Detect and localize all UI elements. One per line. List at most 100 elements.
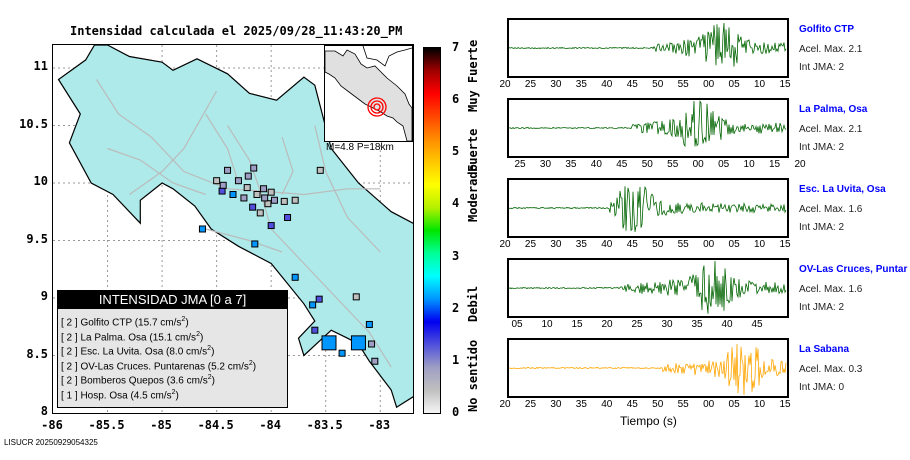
station-marker[interactable]	[316, 166, 324, 174]
time-tick-label: 55	[677, 239, 689, 250]
station-marker[interactable]	[213, 177, 221, 185]
station-marker[interactable]	[291, 273, 299, 281]
time-tick-label: 40	[601, 79, 613, 90]
station-marker[interactable]	[280, 197, 288, 205]
time-tick-label: 35	[575, 239, 587, 250]
time-tick-label: 25	[524, 79, 537, 90]
station-marker[interactable]	[264, 200, 272, 208]
jma-intensity: Int JMA: 2	[799, 302, 845, 313]
epicenter-icon	[367, 97, 387, 117]
time-tick-label: 10	[753, 239, 766, 250]
station-marker[interactable]	[251, 240, 259, 248]
station-marker[interactable]	[267, 222, 275, 230]
station-marker[interactable]	[229, 191, 237, 198]
station-marker[interactable]	[198, 225, 206, 233]
time-tick-label: 30	[550, 239, 562, 250]
time-tick-label: 20	[499, 239, 511, 250]
legend-entry: [ 1 ] Hosp. Osa (4.5 cm/s2)	[61, 388, 179, 401]
colorbar-tick-label: 1	[452, 352, 460, 367]
waveform-trace	[507, 178, 789, 238]
time-tick-label: 30	[550, 79, 562, 90]
station-marker[interactable]	[261, 194, 269, 202]
station-marker[interactable]	[267, 188, 275, 196]
jma-intensity: Int JMA: 2	[799, 62, 845, 73]
station-name: Esc. La Uvita, Osa	[799, 184, 886, 195]
y-tick-label: 11	[33, 59, 48, 73]
magnitude-depth-label: M=4.8 P=18km	[326, 142, 394, 153]
time-tick-label: 35	[691, 319, 703, 330]
waveform-line	[508, 343, 787, 396]
station-marker[interactable]	[219, 181, 227, 189]
station-marker[interactable]	[218, 187, 226, 195]
legend-title: INTENSIDAD JMA [0 a 7]	[58, 291, 287, 309]
station-marker[interactable]	[243, 184, 251, 192]
station-name: La Sabana	[799, 344, 850, 355]
time-tick-label: 10	[541, 319, 553, 330]
station-marker[interactable]	[249, 203, 257, 211]
station-marker[interactable]	[250, 164, 258, 172]
station-marker[interactable]	[352, 293, 360, 301]
waveform-line	[508, 260, 787, 314]
station-marker[interactable]	[321, 335, 337, 351]
station-marker[interactable]	[224, 166, 232, 174]
station-marker[interactable]	[371, 357, 379, 365]
station-marker[interactable]	[311, 326, 319, 334]
time-tick-label: 50	[641, 159, 653, 170]
station-marker[interactable]	[270, 196, 278, 204]
station-marker[interactable]	[260, 185, 268, 193]
station-name: Golfito CTP	[799, 24, 854, 35]
station-marker[interactable]	[291, 196, 299, 204]
station-marker[interactable]	[253, 191, 261, 198]
station-marker[interactable]	[284, 214, 292, 221]
time-tick-label: 05	[728, 399, 740, 410]
intensity-category-label: Muy Fuerte	[466, 39, 480, 112]
station-marker[interactable]	[368, 340, 376, 348]
station-marker[interactable]	[338, 349, 346, 357]
time-tick-label: 10	[743, 159, 755, 170]
time-tick-label: 25	[514, 159, 526, 170]
time-tick-label: 20	[601, 319, 613, 330]
peak-acceleration: Acel. Max. 1.6	[799, 284, 863, 295]
y-tick-label: 10	[33, 174, 48, 188]
waveform-trace	[507, 338, 789, 398]
legend-entry: [ 2 ] Esc. La Uvita. Osa (8.0 cm/s2)	[61, 345, 215, 358]
legend-entry: [ 2 ] La Palma. Osa (15.1 cm/s2)	[61, 330, 204, 343]
station-name: OV-Las Cruces, Puntar	[799, 264, 908, 275]
time-tick-label: 30	[661, 319, 673, 330]
time-tick-label: 40	[590, 159, 602, 170]
station-marker[interactable]	[350, 335, 366, 351]
footer-id: LISUCR 20250929054325	[4, 438, 98, 447]
colorbar-tick-label: 5	[452, 144, 460, 159]
colorbar-tick-label: 4	[452, 196, 460, 211]
colorbar-tick-label: 6	[452, 92, 460, 107]
time-tick-label: 45	[751, 319, 763, 330]
time-tick-label: 45	[626, 399, 638, 410]
x-tick-label: -85	[150, 418, 172, 432]
y-tick-label: 9	[40, 289, 48, 303]
y-tick-label: 8	[40, 404, 48, 418]
station-marker[interactable]	[240, 194, 248, 202]
intensity-legend: INTENSIDAD JMA [0 a 7] [ 2 ] Golfito CTP…	[57, 290, 288, 408]
time-tick-label: 30	[550, 399, 562, 410]
time-tick-label: 00	[692, 159, 704, 170]
station-marker[interactable]	[234, 177, 242, 185]
legend-entry: [ 2 ] OV-Las Cruces. Puntarenas (5.2 cm/…	[61, 359, 257, 372]
time-tick-label: 30	[539, 159, 552, 170]
station-marker[interactable]	[244, 172, 252, 180]
legend-entry: [ 2 ] Bomberos Quepos (3.6 cm/s2)	[61, 374, 215, 387]
station-marker[interactable]	[309, 301, 317, 309]
time-tick-label: 45	[616, 159, 628, 170]
station-marker[interactable]	[256, 209, 264, 217]
x-tick-label: -83.5	[306, 418, 343, 432]
time-tick-label: 25	[524, 239, 537, 250]
station-name: La Palma, Osa	[799, 104, 868, 115]
time-tick-label: 15	[571, 319, 583, 330]
time-tick-label: 35	[565, 159, 577, 170]
waveform-line	[508, 185, 787, 232]
waveform-trace	[507, 258, 789, 318]
inset-land	[324, 49, 413, 142]
station-marker[interactable]	[365, 320, 373, 328]
time-tick-label: 15	[779, 239, 791, 250]
colorbar-tick-label: 3	[452, 248, 460, 263]
station-marker[interactable]	[315, 295, 323, 303]
